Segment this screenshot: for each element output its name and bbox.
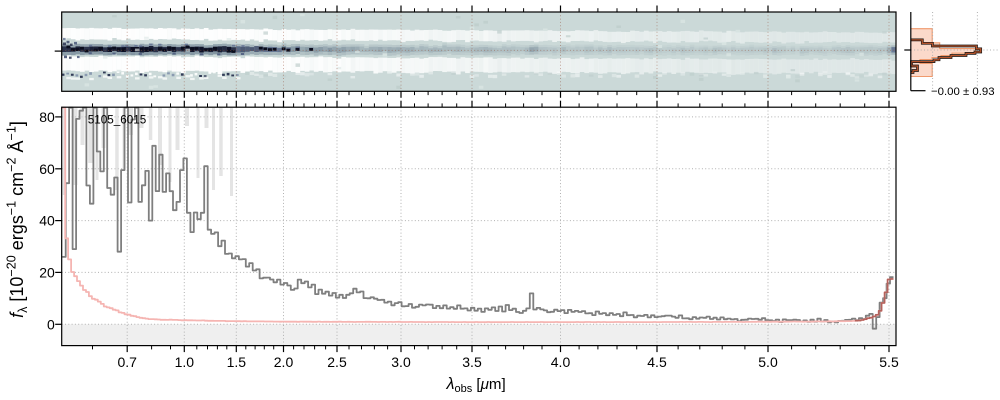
svg-text:4.5: 4.5 xyxy=(647,354,667,370)
svg-text:3.0: 3.0 xyxy=(391,354,411,370)
svg-text:80: 80 xyxy=(39,109,55,125)
svg-text:20: 20 xyxy=(39,264,55,280)
svg-text:2.0: 2.0 xyxy=(274,354,294,370)
svg-text:3.5: 3.5 xyxy=(462,354,482,370)
svg-text:2.5: 2.5 xyxy=(327,354,347,370)
svg-text:−0.00 ± 0.93: −0.00 ± 0.93 xyxy=(931,86,995,98)
svg-text:λobs [μm]: λobs [μm] xyxy=(446,375,506,395)
svg-text:40: 40 xyxy=(39,213,55,229)
svg-text:5.0: 5.0 xyxy=(758,354,778,370)
svg-text:1.0: 1.0 xyxy=(175,354,195,370)
svg-text:4.0: 4.0 xyxy=(551,354,571,370)
svg-text:1.5: 1.5 xyxy=(227,354,247,370)
svg-text:0.7: 0.7 xyxy=(117,354,137,370)
svg-text:5105_6015: 5105_6015 xyxy=(88,113,147,126)
svg-text:5.5: 5.5 xyxy=(879,354,899,370)
svg-text:60: 60 xyxy=(39,161,55,177)
svg-text:fλ [10−20 ergs−1 cm−2 Å−1]: fλ [10−20 ergs−1 cm−2 Å−1] xyxy=(4,121,30,318)
svg-text:0: 0 xyxy=(47,316,55,332)
